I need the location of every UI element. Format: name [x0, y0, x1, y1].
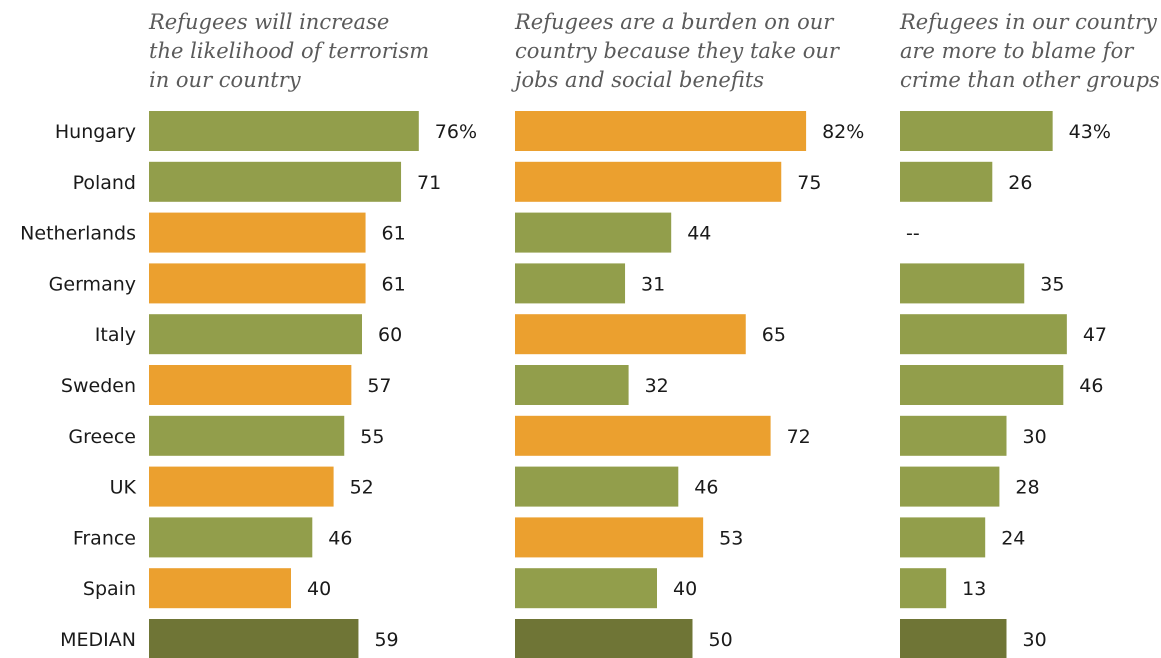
panel-title-line: Refugees will increase — [148, 10, 389, 34]
bar — [515, 517, 704, 558]
country-label: UK — [110, 477, 137, 499]
panel-title-line: country because they take our — [515, 39, 841, 63]
panel-title-line: crime than other groups — [900, 68, 1160, 92]
bar — [515, 161, 782, 202]
bar — [149, 263, 366, 304]
bar — [515, 415, 771, 456]
data-label: 47 — [1083, 324, 1107, 346]
country-label: Poland — [73, 172, 136, 194]
bar — [149, 161, 402, 202]
bar — [900, 365, 1064, 405]
bar — [900, 161, 993, 202]
median-bar — [900, 619, 1007, 658]
median-bar — [515, 619, 693, 658]
median-label: MEDIAN — [60, 629, 136, 651]
bar — [515, 568, 657, 609]
bar — [900, 517, 986, 558]
country-label: Italy — [95, 324, 136, 346]
data-label: 72 — [787, 426, 811, 448]
country-label: Spain — [83, 578, 136, 600]
bar — [149, 212, 366, 253]
country-label: Sweden — [61, 375, 136, 397]
bar — [515, 263, 626, 304]
data-label: 59 — [374, 629, 398, 651]
bar — [900, 466, 1000, 507]
panel-title-line: the likelihood of terrorism — [149, 39, 429, 63]
country-label: Greece — [68, 426, 136, 448]
bar — [149, 568, 291, 609]
data-label: 35 — [1040, 273, 1064, 295]
panel-title-line: jobs and social benefits — [511, 68, 764, 92]
data-label: 31 — [641, 273, 665, 295]
bar — [515, 212, 672, 253]
bar — [900, 314, 1067, 355]
data-label: 76% — [435, 121, 477, 143]
country-label: Hungary — [55, 121, 136, 143]
data-label: 46 — [1079, 375, 1103, 397]
data-label: 60 — [378, 324, 402, 346]
bar — [900, 415, 1007, 456]
panel-title-line: Refugees are a burden on our — [514, 10, 835, 34]
data-label: 57 — [367, 375, 391, 397]
data-label: 13 — [962, 578, 986, 600]
data-label: 30 — [1023, 426, 1047, 448]
bar — [900, 263, 1025, 304]
median-bar — [149, 619, 359, 658]
data-label: 28 — [1015, 477, 1039, 499]
bar — [149, 415, 345, 456]
country-label: France — [73, 527, 136, 549]
data-label: 61 — [382, 223, 406, 245]
bar — [149, 365, 352, 405]
data-label: 65 — [762, 324, 786, 346]
bar — [900, 568, 947, 609]
data-label: 52 — [350, 477, 374, 499]
bar — [149, 517, 313, 558]
country-label: Germany — [49, 273, 136, 295]
data-label: 50 — [709, 629, 733, 651]
data-label: 53 — [719, 527, 743, 549]
bar — [900, 111, 1053, 151]
data-label: 46 — [328, 527, 352, 549]
data-label: 46 — [694, 477, 718, 499]
bar — [515, 314, 746, 355]
bar — [149, 314, 362, 355]
bar — [515, 466, 679, 507]
data-label: 32 — [645, 375, 669, 397]
panel-title-line: are more to blame for — [900, 39, 1135, 63]
data-label: 43% — [1069, 121, 1111, 143]
panel-title-line: in our country — [149, 68, 302, 92]
data-label: 82% — [822, 121, 864, 143]
panel-title-line: Refugees in our country — [899, 10, 1158, 34]
data-label: 61 — [382, 273, 406, 295]
data-label: 55 — [360, 426, 384, 448]
data-label: 30 — [1023, 629, 1047, 651]
data-label: 75 — [797, 172, 821, 194]
data-label: 40 — [673, 578, 697, 600]
data-label: 24 — [1001, 527, 1025, 549]
country-label: Netherlands — [20, 223, 136, 245]
data-label: 26 — [1008, 172, 1032, 194]
data-label: 40 — [307, 578, 331, 600]
bar — [515, 111, 807, 151]
data-label: 44 — [687, 223, 711, 245]
data-label: 71 — [417, 172, 441, 194]
bar — [149, 111, 419, 151]
bar — [515, 365, 629, 405]
bar — [149, 466, 334, 507]
no-data-label: -- — [906, 223, 920, 245]
